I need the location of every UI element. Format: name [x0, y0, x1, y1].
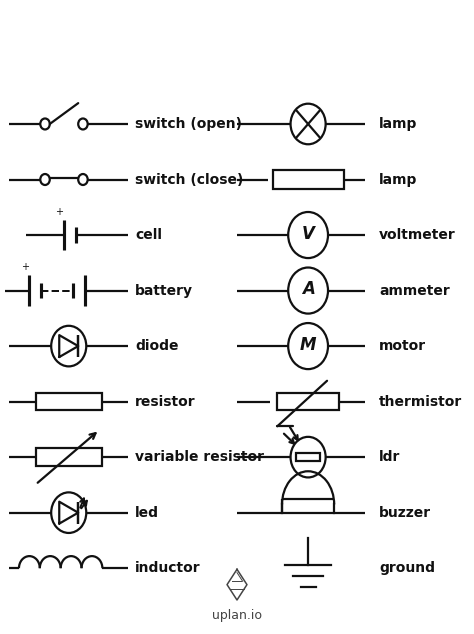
Text: thermistor: thermistor: [379, 394, 463, 408]
Text: voltmeter: voltmeter: [379, 228, 456, 242]
Text: uplan.io: uplan.io: [212, 609, 262, 623]
Text: switch (open): switch (open): [135, 117, 242, 131]
Text: ground: ground: [379, 561, 435, 575]
Text: led: led: [135, 506, 159, 520]
Text: +: +: [55, 207, 63, 217]
Text: switch (close): switch (close): [135, 172, 244, 186]
Text: motor: motor: [379, 339, 426, 353]
Text: resistor: resistor: [135, 394, 196, 408]
Bar: [296, 453, 320, 461]
Text: variable resistor: variable resistor: [135, 450, 264, 464]
Text: Electrical circuit symbols: Electrical circuit symbols: [70, 31, 404, 55]
Bar: [36, 393, 102, 410]
Text: battery: battery: [135, 283, 193, 297]
Text: diode: diode: [135, 339, 179, 353]
Text: V: V: [301, 225, 315, 243]
Text: M: M: [300, 336, 316, 354]
Text: cell: cell: [135, 228, 162, 242]
Text: +: +: [21, 262, 28, 273]
Text: lamp: lamp: [379, 172, 418, 186]
Bar: [273, 170, 344, 189]
Text: ammeter: ammeter: [379, 283, 450, 297]
Text: inductor: inductor: [135, 561, 201, 575]
Text: buzzer: buzzer: [379, 506, 431, 520]
Bar: [277, 393, 339, 410]
Text: lamp: lamp: [379, 117, 418, 131]
Bar: [36, 448, 102, 466]
Text: ldr: ldr: [379, 450, 401, 464]
Text: A: A: [301, 280, 315, 299]
